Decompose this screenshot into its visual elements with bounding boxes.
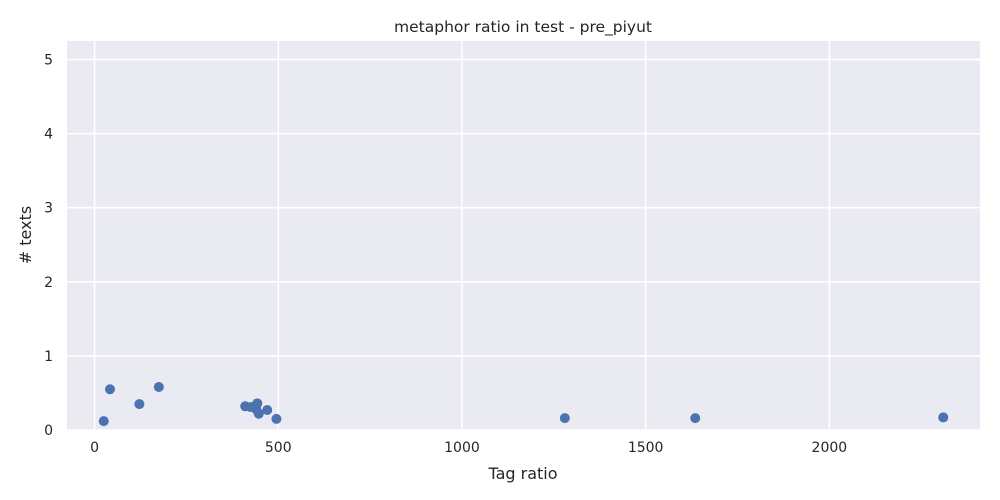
x-tick-label: 1500 [628, 440, 664, 456]
data-point [104, 384, 115, 395]
y-axis-label: # texts [16, 206, 35, 264]
x-axis-label: Tag ratio [487, 464, 557, 483]
x-tick-labels: 0 500 1000 1500 2000 [90, 440, 847, 456]
data-point [690, 413, 701, 424]
y-tick-label: 4 [44, 127, 53, 143]
data-point [134, 399, 145, 410]
y-tick-label: 3 [44, 201, 53, 217]
data-point [271, 413, 282, 424]
y-tick-label: 1 [44, 349, 53, 365]
x-tick-label: 0 [90, 440, 99, 456]
x-tick-label: 1000 [444, 440, 480, 456]
chart-title: metaphor ratio in test - pre_piyut [394, 18, 652, 37]
data-point [938, 412, 949, 423]
data-point [262, 404, 273, 415]
y-tick-label: 0 [44, 423, 53, 439]
y-tick-label: 2 [44, 275, 53, 291]
plot-area [67, 41, 980, 430]
data-point [153, 382, 164, 393]
y-tick-labels: 0 1 2 3 4 5 [44, 53, 53, 439]
data-point [253, 408, 264, 419]
data-point [98, 416, 109, 427]
data-points [98, 382, 949, 427]
y-tick-label: 5 [44, 53, 53, 69]
data-point [559, 413, 570, 424]
x-gridlines [93, 41, 831, 430]
x-tick-label: 2000 [812, 440, 848, 456]
y-gridlines [67, 58, 980, 431]
x-tick-label: 500 [265, 440, 292, 456]
